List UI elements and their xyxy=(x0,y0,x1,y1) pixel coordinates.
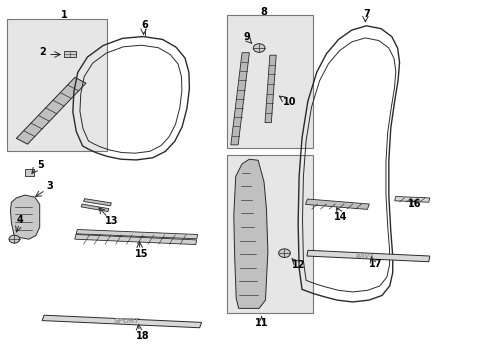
Circle shape xyxy=(278,249,290,257)
Text: 16: 16 xyxy=(407,199,420,210)
Circle shape xyxy=(9,235,20,243)
Polygon shape xyxy=(233,159,267,309)
Text: SPORT: SPORT xyxy=(113,318,139,324)
Polygon shape xyxy=(81,204,109,212)
Polygon shape xyxy=(230,53,249,145)
Circle shape xyxy=(253,44,264,52)
Polygon shape xyxy=(10,195,40,239)
Polygon shape xyxy=(42,315,201,328)
Text: 15: 15 xyxy=(135,249,148,259)
FancyBboxPatch shape xyxy=(6,19,106,151)
Text: 10: 10 xyxy=(282,97,296,107)
Text: 14: 14 xyxy=(334,212,347,221)
Text: 12: 12 xyxy=(292,260,305,270)
Text: 7: 7 xyxy=(362,9,369,19)
Polygon shape xyxy=(76,229,197,239)
Polygon shape xyxy=(306,250,429,262)
Text: 17: 17 xyxy=(368,259,382,269)
Text: 9: 9 xyxy=(243,32,250,42)
Polygon shape xyxy=(394,197,429,202)
Polygon shape xyxy=(305,199,368,210)
FancyBboxPatch shape xyxy=(227,155,312,313)
Text: 1: 1 xyxy=(61,10,67,20)
Text: 3: 3 xyxy=(46,181,53,192)
Text: 5: 5 xyxy=(37,160,44,170)
Bar xyxy=(25,169,34,176)
Text: 2: 2 xyxy=(39,46,45,57)
Polygon shape xyxy=(75,234,196,244)
Text: 18: 18 xyxy=(136,331,150,341)
Polygon shape xyxy=(16,77,86,144)
Text: 4: 4 xyxy=(17,215,23,225)
FancyBboxPatch shape xyxy=(64,51,76,57)
Text: RAV4: RAV4 xyxy=(355,253,374,258)
Text: 13: 13 xyxy=(105,216,119,226)
Polygon shape xyxy=(83,199,111,206)
Polygon shape xyxy=(264,55,276,123)
Text: 8: 8 xyxy=(260,7,267,17)
Text: 11: 11 xyxy=(254,318,268,328)
FancyBboxPatch shape xyxy=(227,15,312,148)
Text: 6: 6 xyxy=(141,20,147,30)
